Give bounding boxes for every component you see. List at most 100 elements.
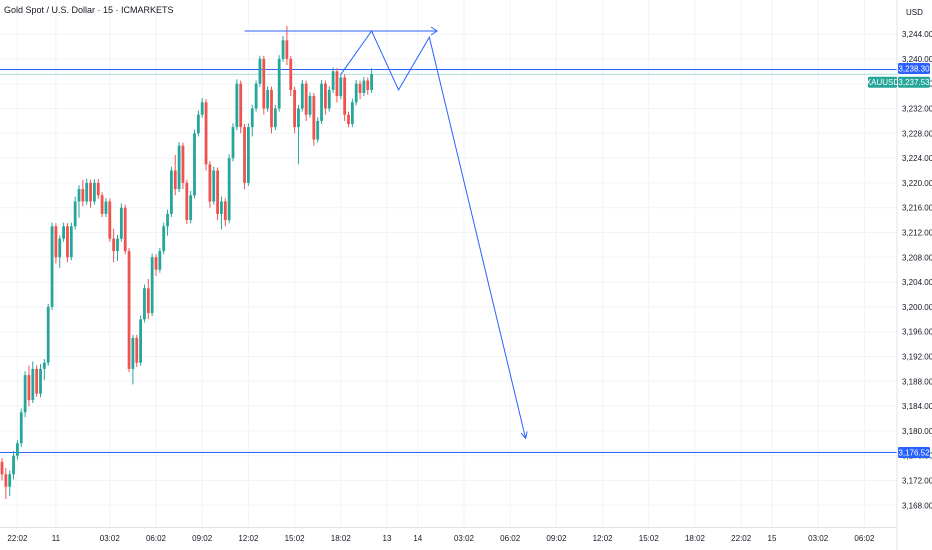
candle-body (23, 375, 27, 413)
candle-body (119, 207, 123, 239)
candle-body (104, 201, 108, 214)
gridlines (0, 0, 897, 527)
candle-body (4, 474, 8, 487)
candle-body (185, 182, 189, 221)
time-tick-label: 03:02 (454, 534, 475, 543)
candle-body (89, 182, 92, 202)
candle-body (289, 58, 293, 90)
forecast-path (340, 30, 527, 439)
price-tag-box (898, 62, 930, 74)
candle-body (358, 83, 362, 93)
time-tick-label: 11 (52, 534, 61, 543)
candles (0, 26, 373, 500)
price-tick-label: 3,212.00 (902, 229, 932, 238)
price-tick-label: 3,228.00 (902, 129, 932, 138)
candle-body (316, 120, 320, 140)
forecast-drawing[interactable] (244, 26, 528, 440)
price-tag-label: XAUUSD (866, 78, 900, 87)
price-axis-panel[interactable] (897, 0, 932, 527)
candle-body (135, 337, 139, 363)
price-tick-label: 3,188.00 (902, 377, 932, 386)
time-tick-label: 15:02 (285, 534, 306, 543)
time-tick-label: 18:02 (331, 534, 352, 543)
price-tag-label: 3,176.52 (898, 448, 930, 457)
candle-body (223, 201, 227, 221)
candle-body (370, 74, 373, 90)
time-tick-label: 03:02 (808, 534, 829, 543)
price-axis-labels: 3,244.003,240.003,236.003,232.003,228.00… (902, 30, 932, 510)
price-tags: 3,238.30 XAUUSD 3,237.53 3,176.52 (866, 62, 930, 458)
candle-body (235, 83, 239, 128)
candle-body (69, 226, 73, 258)
candle-body (293, 89, 296, 128)
time-tick-label: 03:02 (100, 534, 121, 543)
candle-body (350, 102, 354, 124)
candle-body (254, 83, 258, 109)
candle-body (131, 337, 135, 369)
candle-body (181, 145, 185, 183)
candle-body (123, 207, 127, 252)
price-tick-label: 3,172.00 (902, 477, 932, 486)
candle-body (81, 189, 85, 202)
price-tick-label: 3,208.00 (902, 253, 932, 262)
candle-body (300, 83, 304, 109)
candle-body (166, 213, 169, 227)
candle-body (208, 164, 212, 202)
price-tick-label: 3,196.00 (902, 328, 932, 337)
candle-body (158, 251, 162, 270)
price-tag-label: 3,237.53 (898, 78, 930, 87)
candle-body (66, 226, 69, 258)
time-axis-labels[interactable]: 22:02 11 03:02 06:02 09:02 12:02 15:02 18:02 13 1… (7, 534, 875, 543)
candle-body (19, 412, 23, 444)
price-tag-box (898, 446, 930, 458)
candle-body (258, 58, 262, 84)
price-tag-label: 3,238.30 (898, 64, 930, 73)
candle-body (327, 89, 331, 109)
price-tag-box (898, 76, 930, 88)
price-tick-label: 3,220.00 (902, 179, 932, 188)
candle-body (112, 238, 116, 252)
candle-body (77, 189, 81, 202)
candle-body (362, 80, 366, 93)
candle-body (304, 83, 308, 115)
candle-body (193, 133, 196, 196)
time-tick-label: 15:02 (639, 534, 660, 543)
price-tick-label: 3,192.00 (902, 353, 932, 362)
time-tick-label: 06:02 (500, 534, 521, 543)
resistance-arrow-head (430, 26, 438, 36)
candle-body (297, 108, 300, 128)
candle-body (170, 170, 173, 214)
candle-body (339, 77, 343, 97)
candle-body (42, 362, 46, 369)
time-tick-label: 09:02 (546, 534, 567, 543)
candle-body (27, 375, 31, 400)
candle-body (8, 474, 12, 487)
time-tick-label: 22:02 (731, 534, 752, 543)
candle-body (116, 238, 119, 252)
candle-body (266, 89, 270, 109)
time-tick-label: 06:02 (146, 534, 167, 543)
candle-body (0, 461, 4, 475)
candle-body (50, 226, 54, 307)
candle-body (173, 170, 177, 190)
price-tick-label: 3,168.00 (902, 501, 932, 510)
candle-body (39, 368, 42, 394)
candle-body (270, 89, 273, 128)
time-tick-label: 09:02 (192, 534, 213, 543)
candle-body (100, 195, 104, 214)
candle-body (324, 83, 327, 109)
candle-body (196, 114, 200, 134)
candle-body (150, 257, 154, 314)
candle-body (216, 170, 219, 214)
price-tick-label: 3,184.00 (902, 402, 932, 411)
candle-body (231, 127, 235, 159)
candle-body (46, 306, 50, 363)
price-tick-label: 3,244.00 (902, 30, 932, 39)
time-tick-label: 12:02 (238, 534, 259, 543)
candle-body (227, 158, 231, 221)
candle-body (85, 182, 89, 202)
candle-body (54, 226, 58, 258)
candle-body (312, 96, 316, 140)
